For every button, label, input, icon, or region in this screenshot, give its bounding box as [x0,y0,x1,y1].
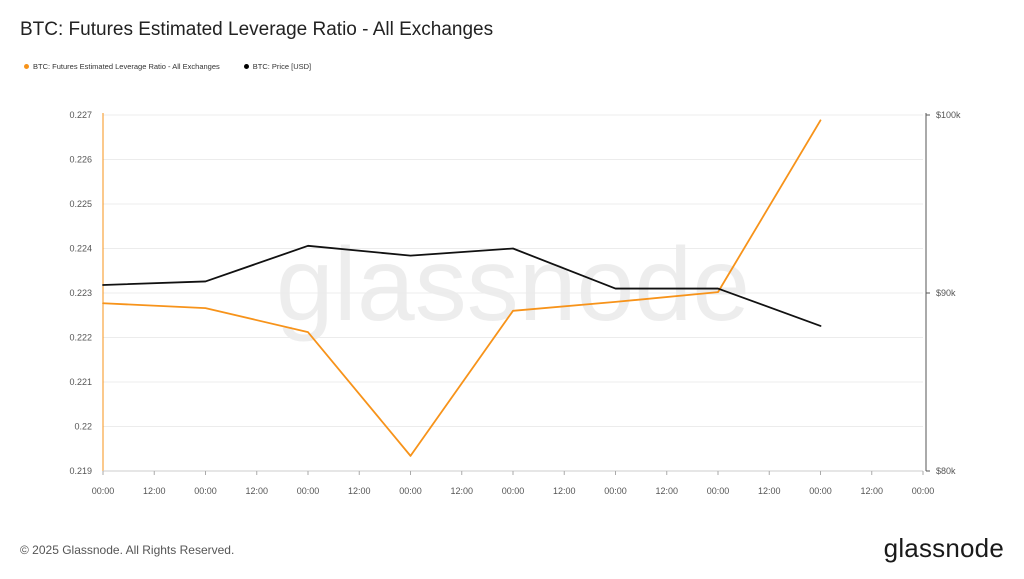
copyright-footer: © 2025 Glassnode. All Rights Reserved. [20,543,235,557]
series-line-leverage-ratio [102,119,822,457]
x-tick-label-14: 00:00 [809,486,832,496]
legend-dot-black-icon [243,64,249,69]
legend-label-price: BTC: Price [USD] [252,62,312,71]
x-tick-label-2: 00:00 [194,486,217,496]
x-tick-label-5: 12:00 [348,486,371,496]
y-left-tick-label-5: 0.224 [69,244,92,254]
y-right-tick-label-0: $80k [936,466,956,476]
x-tick-label-6: 00:00 [399,486,422,496]
y-left-tick-label-7: 0.226 [69,155,92,165]
x-tick-label-7: 12:00 [450,486,473,496]
x-tick-label-16: 00:00 [912,486,935,496]
y-right-tick-label-1: $90k [936,288,956,298]
x-tick-label-0: 00:00 [92,486,115,496]
x-tick-label-11: 12:00 [655,486,678,496]
legend-dot-orange-icon [24,64,29,69]
x-tick-label-1: 12:00 [143,486,166,496]
x-tick-label-13: 12:00 [758,486,781,496]
x-tick-label-3: 12:00 [245,486,268,496]
legend: BTC: Futures Estimated Leverage Ratio - … [24,62,311,71]
series-line-price [102,244,822,327]
chart-title: BTC: Futures Estimated Leverage Ratio - … [20,19,494,40]
y-left-tick-label-8: 0.227 [69,110,92,120]
x-tick-label-4: 00:00 [297,486,320,496]
y-right-tick-label-2: $100k [936,110,961,120]
y-left-tick-label-6: 0.225 [69,199,92,209]
y-left-tick-label-3: 0.222 [69,333,92,343]
legend-label-leverage-ratio: BTC: Futures Estimated Leverage Ratio - … [33,62,220,71]
brand-logo: glassnode [883,533,1004,563]
x-tick-label-9: 12:00 [553,486,576,496]
y-left-tick-label-0: 0.219 [69,466,92,476]
y-left-tick-label-2: 0.221 [69,377,92,387]
legend-item-price[interactable]: BTC: Price [USD] [243,62,312,71]
x-tick-label-12: 00:00 [707,486,730,496]
y-left-tick-label-4: 0.223 [69,288,92,298]
watermark: glassnode [276,227,750,343]
x-tick-label-15: 12:00 [860,486,883,496]
x-tick-label-10: 00:00 [604,486,627,496]
legend-item-leverage-ratio[interactable]: BTC: Futures Estimated Leverage Ratio - … [24,62,220,71]
y-left-tick-label-1: 0.22 [74,422,92,432]
x-tick-label-8: 00:00 [502,486,525,496]
